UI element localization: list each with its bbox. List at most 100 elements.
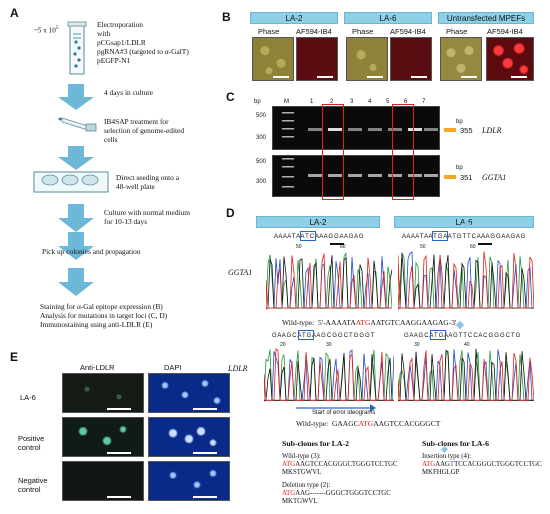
ldlr-image-positive	[62, 417, 144, 457]
step-6b: Analysis for mutations in target loci (C…	[40, 311, 167, 320]
col-af-2: AF594-IB4	[390, 27, 426, 36]
band-marker-ggta1	[444, 175, 456, 179]
wildtype-ggta1: Wild-type: 5'-AAAATAATGAATGTCAAGGAAGAG-3…	[282, 318, 456, 327]
panel-a-letter: A	[10, 6, 19, 20]
ladder-band-6	[282, 176, 294, 178]
atg-box-ldlr-la6	[430, 330, 446, 340]
panel-e-letter: E	[10, 350, 18, 364]
row-negative: Negative control	[18, 476, 48, 494]
flow-arrow-2	[54, 146, 98, 170]
atg-box-ldlr-la2	[298, 330, 314, 340]
plasmid-3: pEGFP-N1	[97, 56, 130, 65]
gel-bp-label: bp	[254, 98, 261, 107]
col-phase-2: Phase	[352, 27, 373, 36]
step-5: Pick up colonies and propagation	[42, 247, 141, 256]
step-6a: Staining for α-Gal epitope expression (B…	[40, 302, 163, 311]
group-header-la2: LA-2	[250, 12, 338, 24]
chromatogram-ggta1-la2	[266, 248, 392, 314]
size-500-bottom: 500	[256, 158, 266, 167]
ladder-band-1	[282, 120, 294, 122]
subclone-insertion: Insertion type (4): ATGAAGTTCCACGGGCTGGG…	[422, 453, 542, 477]
ldlr-band-lane-1	[308, 128, 322, 131]
fluor-image-la6	[390, 37, 432, 81]
panel-b-letter: B	[222, 10, 231, 24]
row-la6: LA-6	[20, 393, 36, 402]
chromatogram-ldlr-la2	[264, 346, 394, 406]
ladder-band-0	[282, 112, 294, 114]
row-positive: Positive control	[18, 434, 44, 452]
gene-ldlr: LDLR	[482, 126, 502, 135]
plasmid-2: pgRNA#3 (targeted to α-GalT)	[97, 47, 189, 56]
panel-c-letter: C	[226, 90, 235, 104]
band-size-ldlr: 355	[460, 126, 473, 135]
ggta1-band-lane-1	[308, 174, 322, 177]
wildtype-ldlr: Wild-type: GAAGCATGAAGTCCACGGGCT	[296, 419, 440, 428]
size-500-top: 500	[256, 112, 266, 121]
fluor-image-untransfected	[486, 37, 534, 81]
atg-box-ggta1-la6	[432, 231, 448, 241]
ladder-band-7	[282, 186, 294, 188]
subclones-la6-title: Sub-clones for LA-6	[422, 439, 489, 448]
lane-6-highlight	[392, 104, 414, 200]
atg-box-ggta1-la2	[300, 231, 316, 241]
subclone-wildtype: Wild-type (3): ATGAAGTCCACGGGCTGGGTCCTGC…	[282, 453, 398, 477]
size-300-bottom: 300	[256, 178, 266, 187]
size-300-top: 300	[256, 134, 266, 143]
flow-arrow-1	[54, 84, 98, 110]
dapi-image-positive	[148, 417, 230, 457]
seq-ldlr-la2: G A A G C A T G A A G C G G C T G G G T	[272, 332, 374, 341]
plasmid-1: pCGsap1/LDLR	[97, 38, 146, 47]
col-af-1: AF594-IB4	[296, 27, 332, 36]
panel-d-letter: D	[226, 206, 235, 220]
bp-right-2: bp	[456, 164, 463, 173]
ggta1-band-lane-4	[368, 174, 382, 177]
col-dapi: DAPI	[164, 363, 182, 372]
step-1: 4 days in culture	[104, 88, 153, 97]
flow-arrow-5	[54, 268, 98, 296]
ladder-band-2	[282, 128, 294, 130]
col-af-3: AF594-IB4	[487, 27, 523, 36]
electroporation-label: Electroporation	[97, 20, 143, 29]
d-header-la2: LA-2	[256, 216, 380, 228]
seq-ggta1-la2: A A A A T A A T C A A A G G A A G A G	[274, 233, 363, 242]
seq-ldlr-la6: G A A G C A T G A A G T T C C A C G G G …	[404, 332, 520, 341]
subclone-deletion: Deletion type (2): ATGAAG-------GGGCTGGG…	[282, 482, 391, 506]
step-4a: Culture with normal medium	[104, 208, 190, 217]
col-phase-1: Phase	[258, 27, 279, 36]
group-header-la6: LA-6	[344, 12, 432, 24]
ggta1-band-lane-7	[424, 174, 438, 177]
chromatogram-ggta1-la6	[398, 248, 534, 314]
band-marker-ldlr	[444, 128, 456, 132]
trace-0	[264, 349, 394, 402]
flow-arrow-3	[54, 204, 98, 232]
ldlr-band-lane-7	[424, 128, 438, 131]
phase-image-la2	[252, 37, 294, 81]
mutation-diamond-2	[456, 321, 464, 329]
ldlr-image-negative	[62, 461, 144, 501]
start-error-label: Start of error ideograms	[312, 409, 375, 418]
col-phase-3: Phase	[446, 27, 467, 36]
ldlr-band-lane-4	[368, 128, 382, 131]
lane-2-highlight	[322, 104, 344, 200]
ldlr-band-lane-3	[348, 128, 362, 131]
phase-image-la6	[346, 37, 388, 81]
step-3b: 48-well plate	[116, 182, 155, 191]
well-plate-icon	[32, 170, 112, 194]
step-2a: IB4SAP treatment for	[104, 117, 169, 126]
step-2b: selection of genome-edited	[104, 126, 184, 135]
fluor-image-la2	[296, 37, 338, 81]
ladder-band-3	[282, 136, 294, 138]
step-3a: Direct seeding onto a	[116, 173, 179, 182]
step-6c: Immunostaining using anti-LDLR (E)	[40, 320, 152, 329]
step-2c: cells	[104, 135, 118, 144]
chromatogram-ldlr-la6	[398, 346, 534, 406]
dapi-image-negative	[148, 461, 230, 501]
subclones-la2-title: Sub-clones for LA-2	[282, 439, 349, 448]
phase-image-untransfected	[440, 37, 482, 81]
seq-ggta1-la6: A A A A T A A T G A A T G T T C A A A G …	[402, 233, 525, 242]
ladder-band-4	[282, 158, 294, 160]
col-anti-ldlr: Anti-LDLR	[80, 363, 115, 372]
gel-bands	[272, 106, 440, 198]
d-gene-ldlr: LDLR	[228, 364, 248, 373]
ladder-band-5	[282, 166, 294, 168]
